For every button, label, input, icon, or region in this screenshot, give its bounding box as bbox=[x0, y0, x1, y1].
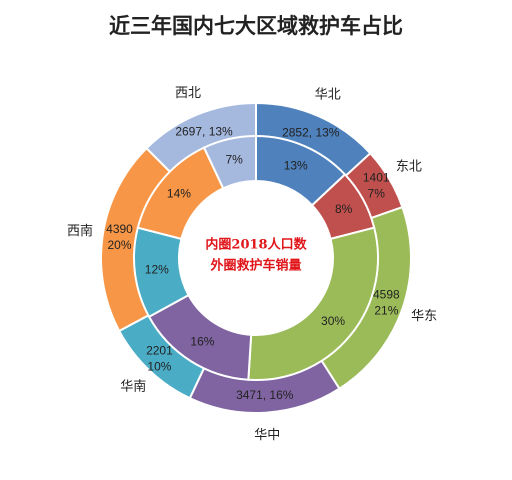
inner-label-dongbei: 8% bbox=[335, 202, 353, 216]
outer-label-xibei: 2697, 13% bbox=[175, 124, 233, 138]
category-label-huazhong: 华中 bbox=[254, 428, 280, 443]
category-label-huadong: 华东 bbox=[411, 309, 437, 324]
category-label-xibei: 西北 bbox=[175, 86, 201, 101]
outer-label-dongbei: 1401 7% bbox=[363, 170, 390, 200]
inner-label-xinan: 14% bbox=[167, 186, 191, 200]
center-label-line-2: 外圈救护车销量 bbox=[209, 258, 301, 274]
outer-label-huabei: 2852, 13% bbox=[282, 126, 340, 140]
category-label-huanan: 华南 bbox=[120, 378, 146, 394]
inner-label-xibei: 7% bbox=[226, 153, 244, 167]
inner-slice-huadong bbox=[247, 226, 379, 381]
inner-slice-xibei bbox=[202, 134, 257, 190]
category-label-dongbei: 东北 bbox=[396, 159, 422, 174]
inner-label-huadong: 30% bbox=[321, 314, 345, 328]
outer-label-huanan: 2201 10% bbox=[146, 344, 173, 374]
outer-label-huazhong: 3471, 16% bbox=[236, 388, 294, 402]
inner-label-huanan: 12% bbox=[145, 263, 169, 277]
center-label-line-1: 内圈2018人口数 bbox=[205, 237, 307, 253]
category-label-xinan: 西南 bbox=[67, 223, 93, 239]
outer-label-xinan: 4390 20% bbox=[106, 222, 133, 252]
chart-title: 近三年国内七大区域救护车占比 bbox=[109, 14, 403, 38]
category-label-huabei: 华北 bbox=[315, 88, 341, 103]
inner-label-huazhong: 16% bbox=[190, 335, 214, 349]
inner-label-huabei: 13% bbox=[284, 158, 308, 172]
outer-label-huadong: 4598 21% bbox=[373, 287, 400, 317]
